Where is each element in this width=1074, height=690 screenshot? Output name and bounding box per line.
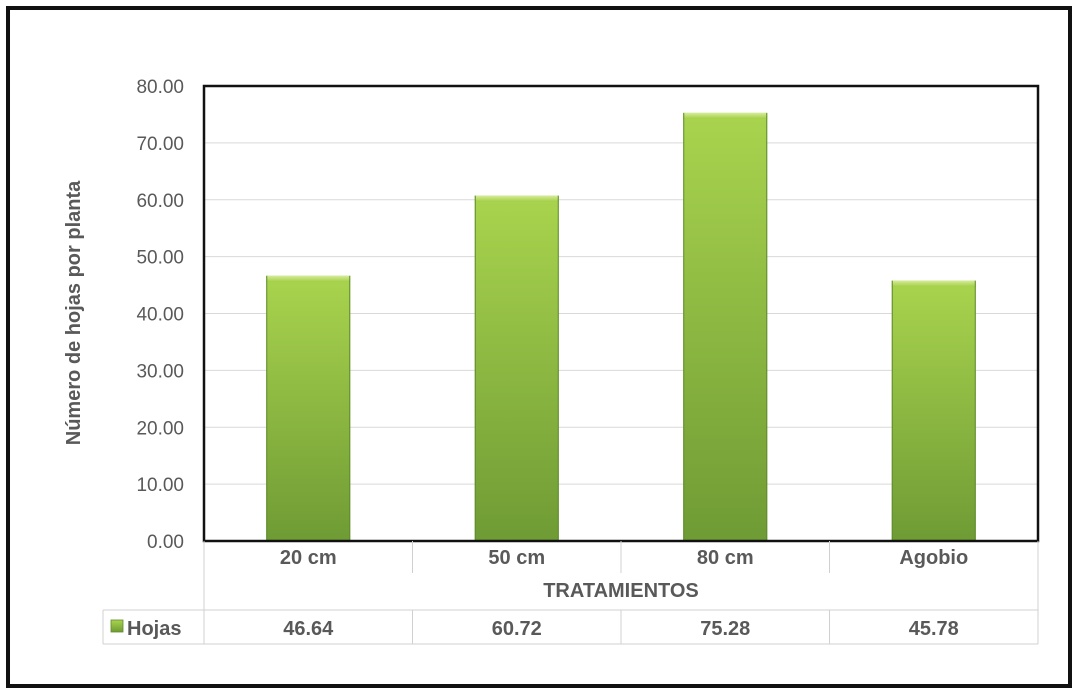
y-tick-label: 80.00: [136, 77, 184, 98]
bar-0: [266, 275, 351, 541]
bars: [266, 112, 976, 541]
bar-cap: [683, 112, 768, 119]
y-tick-label: 50.00: [136, 248, 184, 269]
bar-3: [891, 280, 976, 541]
y-tick-label: 20.00: [136, 418, 184, 439]
bar-2: [683, 112, 768, 541]
legend-series-name: Hojas: [127, 618, 181, 640]
x-axis-label: TRATAMIENTOS: [543, 580, 699, 602]
data-value-label: 60.72: [492, 618, 542, 640]
data-table: 20 cm 50 cm 80 cm Agobio 46.64 60.72 75.28 45.7…: [102, 541, 1039, 645]
bar: [683, 112, 768, 541]
bar-cap: [891, 280, 976, 287]
category-label: 80 cm: [697, 547, 754, 569]
y-tick-label: 0.00: [147, 532, 184, 553]
bar: [474, 195, 559, 541]
bar: [266, 275, 351, 541]
bar: [891, 280, 976, 541]
y-tick-labels: 0.00 10.00 20.00 30.00 40.00 50.00 60.00 70.00 8…: [136, 77, 184, 553]
y-tick-label: 40.00: [136, 305, 184, 326]
legend-key: [110, 619, 124, 633]
y-tick-label: 10.00: [136, 475, 184, 496]
data-value-label: 45.78: [909, 618, 959, 640]
category-label: 20 cm: [280, 547, 337, 569]
y-tick-label: 70.00: [136, 134, 184, 155]
data-value-label: 46.64: [283, 618, 334, 640]
y-axis-label: Número de hojas por planta: [63, 180, 85, 445]
data-value-label: 75.28: [700, 618, 750, 640]
bar-cap: [474, 195, 559, 202]
bar-1: [474, 195, 559, 541]
category-label: 50 cm: [488, 547, 545, 569]
category-label: Agobio: [899, 547, 968, 569]
bar-cap: [266, 275, 351, 282]
y-tick-label: 30.00: [136, 361, 184, 382]
y-tick-label: 60.00: [136, 191, 184, 212]
